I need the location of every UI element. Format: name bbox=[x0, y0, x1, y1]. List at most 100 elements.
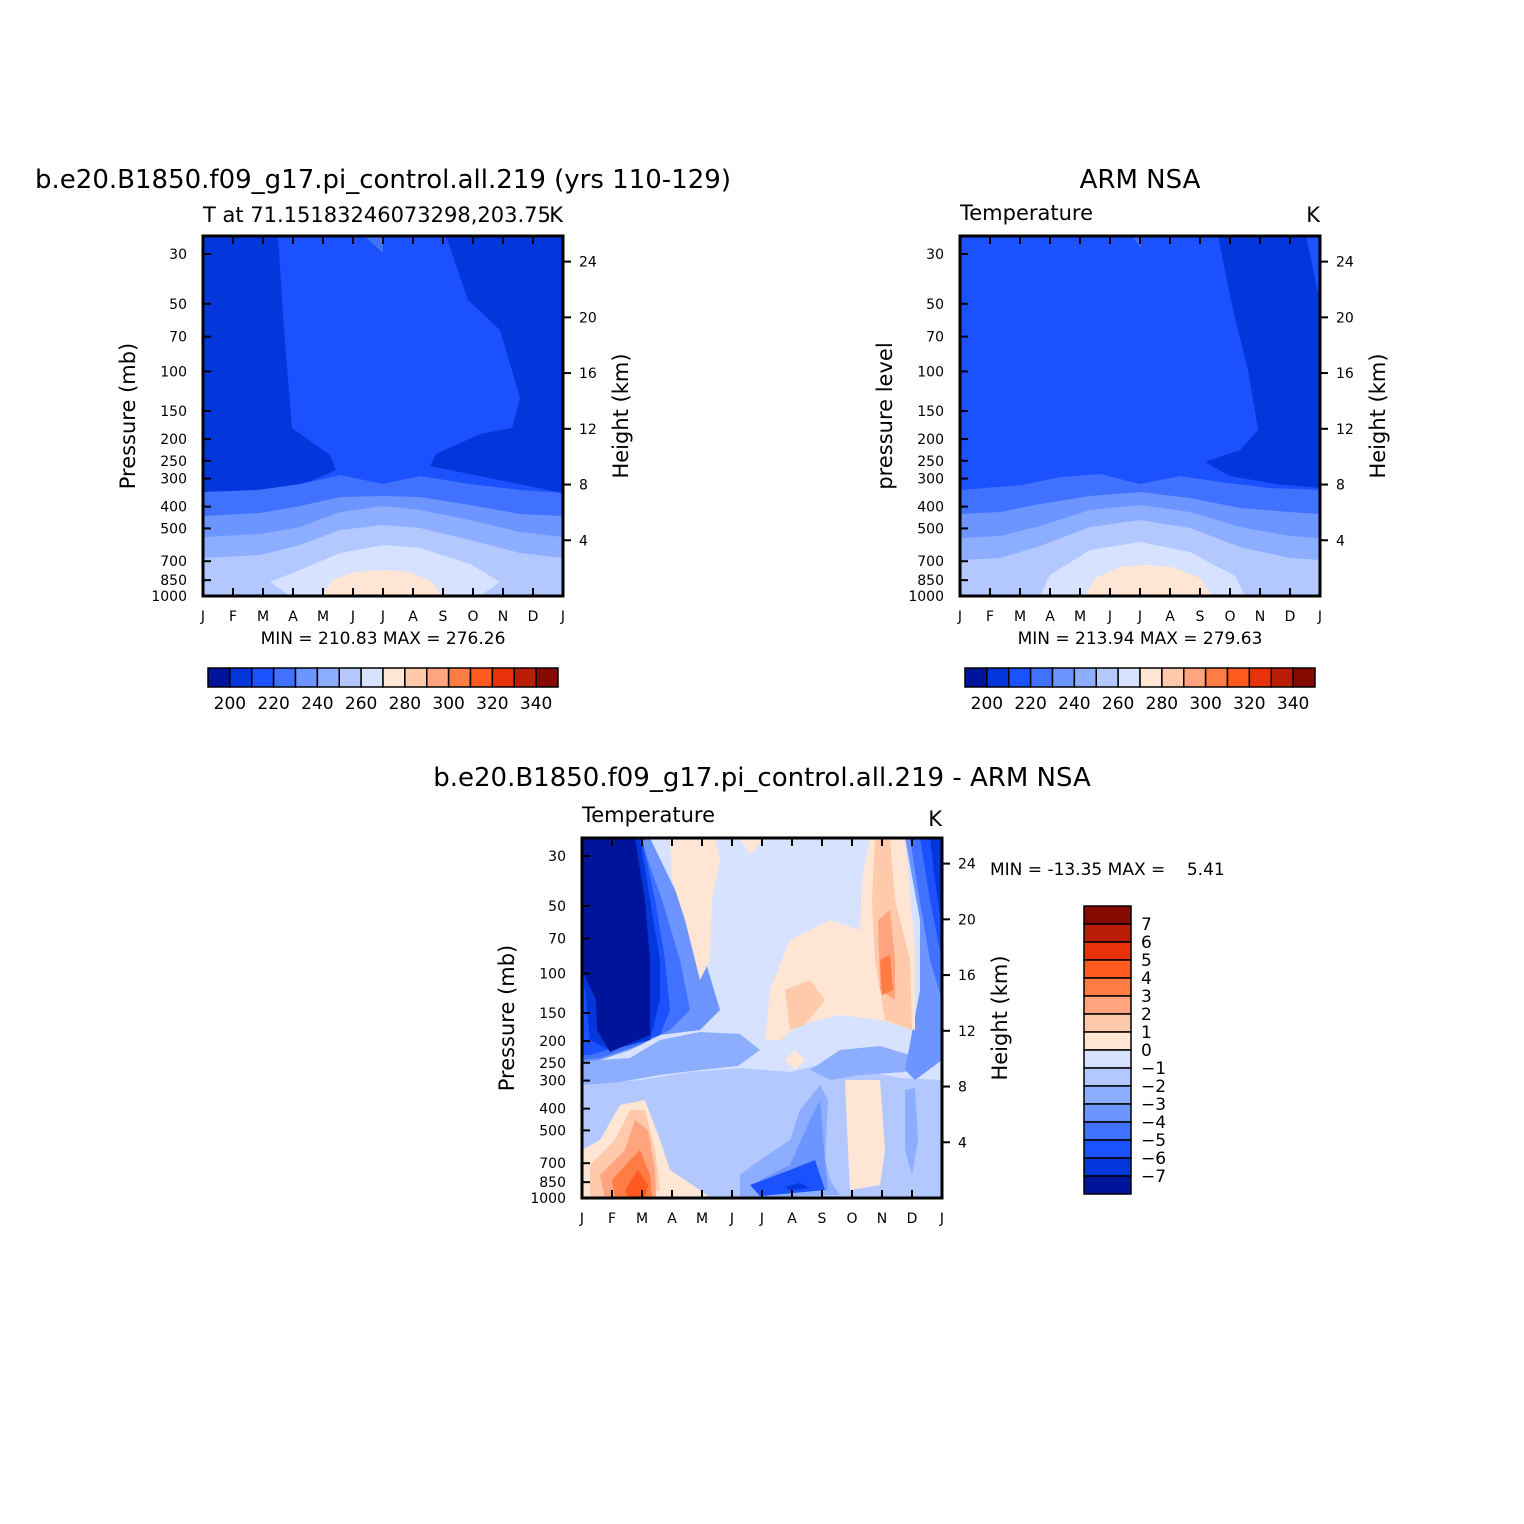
x-tick-label: D bbox=[1285, 609, 1296, 625]
y-tick-label: 200 bbox=[539, 1034, 566, 1050]
colorbar-box bbox=[1083, 959, 1132, 979]
colorbar-box bbox=[1292, 667, 1316, 688]
colorbar-box bbox=[1248, 667, 1272, 688]
x-tick-label: A bbox=[667, 1211, 677, 1227]
panel-title: b.e20.B1850.f09_g17.pi_control.all.219 -… bbox=[433, 763, 1091, 793]
colorbar-box bbox=[294, 667, 319, 688]
y-tick-label: 1000 bbox=[151, 589, 187, 605]
x-tick-label: M bbox=[317, 609, 329, 625]
colorbar-box bbox=[1083, 977, 1132, 997]
y-tick-label: 700 bbox=[160, 554, 187, 570]
y-tick-label: 500 bbox=[160, 521, 187, 537]
colorbar-box bbox=[1083, 995, 1132, 1015]
y2-tick-label: 24 bbox=[579, 255, 597, 271]
contour-field bbox=[203, 236, 563, 596]
x-tick-label: D bbox=[907, 1211, 918, 1227]
y2-tick-label: 20 bbox=[1336, 310, 1354, 326]
colorbar-box bbox=[1083, 1139, 1132, 1159]
colorbar-label: 340 bbox=[1277, 694, 1309, 714]
y2-tick-label: 8 bbox=[958, 1080, 967, 1096]
colorbar-label: 4 bbox=[1141, 969, 1152, 989]
colorbar-box bbox=[1083, 1013, 1132, 1033]
colorbar-box bbox=[1029, 667, 1054, 688]
contour-band-220-230 bbox=[1132, 236, 1141, 248]
colorbar-label: 340 bbox=[520, 694, 552, 714]
contour-band-0-1 bbox=[785, 1050, 805, 1070]
y2-tick-label: 12 bbox=[1336, 422, 1354, 438]
colorbar-label: 260 bbox=[345, 694, 377, 714]
x-tick-label: J bbox=[759, 1211, 764, 1227]
contour-field bbox=[582, 838, 942, 1198]
colorbar-box bbox=[1117, 667, 1141, 688]
contour-band-neg2-neg1 bbox=[810, 1046, 910, 1080]
left-subtitle: Temperature bbox=[959, 201, 1093, 225]
y-tick-label: 400 bbox=[917, 500, 944, 516]
x-tick-label: A bbox=[787, 1211, 797, 1227]
x-tick-label: J bbox=[1107, 609, 1112, 625]
colorbar-box bbox=[447, 667, 472, 688]
y-tick-label: 200 bbox=[160, 432, 187, 448]
contour-band-0-1 bbox=[845, 1080, 885, 1190]
y-tick-label: 50 bbox=[548, 899, 566, 915]
contour-band-neg6-neg5 bbox=[785, 1183, 810, 1190]
y-tick-label: 100 bbox=[917, 364, 944, 380]
y-axis-label: Pressure (mb) bbox=[495, 945, 519, 1092]
x-tick-label: S bbox=[818, 1211, 827, 1227]
y2-axis-label: Height (km) bbox=[609, 353, 633, 478]
y2-tick-label: 4 bbox=[579, 533, 588, 549]
y-tick-label: 1000 bbox=[530, 1191, 566, 1207]
y2-axis-label: Height (km) bbox=[1366, 353, 1390, 478]
min-max-stats: MIN = 213.94 MAX = 279.63 bbox=[1018, 629, 1263, 649]
x-tick-label: M bbox=[1074, 609, 1086, 625]
colorbar-box bbox=[1083, 1031, 1132, 1051]
y-axis-label: pressure level bbox=[873, 342, 897, 489]
y-tick-label: 300 bbox=[539, 1074, 566, 1090]
colorbar-box bbox=[1204, 667, 1229, 688]
colorbar-box bbox=[1083, 941, 1132, 961]
colorbar-label: −4 bbox=[1141, 1113, 1166, 1133]
units-label: K bbox=[1306, 203, 1321, 227]
colorbar-box bbox=[360, 667, 384, 688]
x-tick-label: J bbox=[1137, 609, 1142, 625]
x-tick-label: M bbox=[1014, 609, 1026, 625]
colorbar-label: 220 bbox=[257, 694, 289, 714]
x-tick-label: J bbox=[579, 1211, 584, 1227]
colorbar: 200 220 240 260 280 300 320 340 bbox=[207, 667, 559, 714]
colorbar-label: 7 bbox=[1141, 915, 1152, 935]
x-tick-label: A bbox=[1045, 609, 1055, 625]
y-tick-label: 200 bbox=[917, 432, 944, 448]
colorbar-box bbox=[1139, 667, 1163, 688]
y2-tick-label: 8 bbox=[579, 478, 588, 494]
colorbar-label: 2 bbox=[1141, 1005, 1152, 1025]
y-tick-label: 850 bbox=[160, 573, 187, 589]
y2-tick-label: 16 bbox=[958, 968, 976, 984]
y-tick-label: 1000 bbox=[908, 589, 944, 605]
x-tick-label: N bbox=[1255, 609, 1265, 625]
y2-tick-label: 20 bbox=[958, 912, 976, 928]
contour-band-below-neg7 bbox=[582, 838, 650, 1052]
colorbar-box bbox=[1270, 667, 1294, 688]
contour-band-1-2 bbox=[785, 980, 825, 1030]
contour-band-neg2-neg1 bbox=[905, 1088, 918, 1175]
colorbar-box bbox=[338, 667, 362, 688]
colorbar-box bbox=[426, 667, 450, 688]
y-tick-label: 250 bbox=[539, 1056, 566, 1072]
y-tick-label: 30 bbox=[926, 247, 944, 263]
left-subtitle: Temperature bbox=[581, 803, 715, 827]
colorbar-box bbox=[272, 667, 297, 688]
colorbar-label: 260 bbox=[1102, 694, 1134, 714]
y-tick-label: 150 bbox=[539, 1006, 566, 1022]
y-tick-label: 30 bbox=[169, 247, 187, 263]
colorbar-box bbox=[207, 667, 231, 688]
colorbar-label: 300 bbox=[432, 694, 464, 714]
y-tick-label: 850 bbox=[539, 1175, 566, 1191]
x-tick-label: J bbox=[380, 609, 385, 625]
colorbar-box bbox=[1161, 667, 1185, 688]
y-axis-label: Pressure (mb) bbox=[116, 343, 140, 490]
y-tick-label: 300 bbox=[917, 472, 944, 488]
colorbar-label: 300 bbox=[1189, 694, 1221, 714]
contour-band-3-4 bbox=[880, 955, 893, 995]
colorbar-label: −3 bbox=[1141, 1095, 1166, 1115]
